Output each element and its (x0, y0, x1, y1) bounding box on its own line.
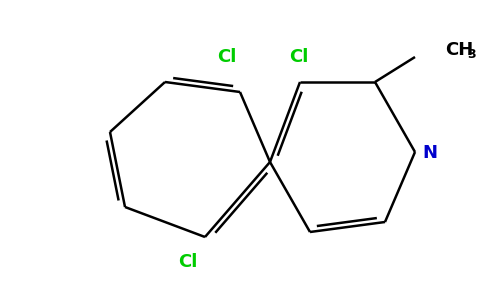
Text: Cl: Cl (178, 253, 197, 271)
Text: CH: CH (445, 41, 473, 59)
Text: N: N (423, 144, 438, 162)
Text: 3: 3 (467, 47, 476, 61)
Text: Cl: Cl (289, 48, 309, 66)
Text: Cl: Cl (217, 48, 237, 66)
